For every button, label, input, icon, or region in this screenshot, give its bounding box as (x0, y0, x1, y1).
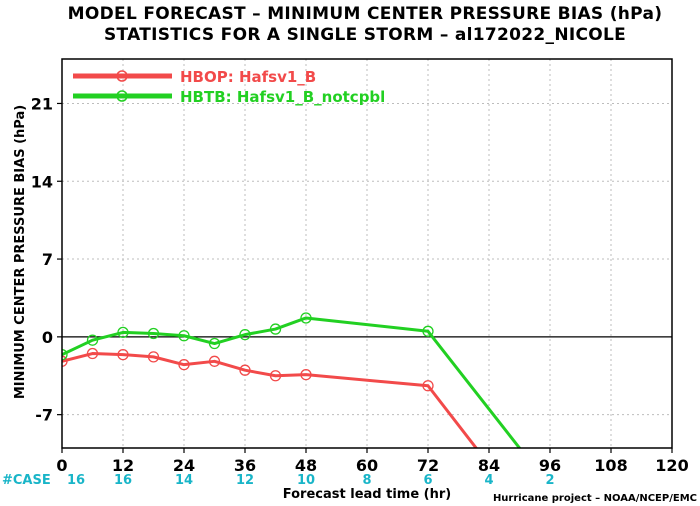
y-tick-label: -7 (35, 406, 53, 425)
x-tick-label: 36 (234, 456, 256, 475)
series-line (62, 316, 522, 448)
chart-subtitle: STATISTICS FOR A SINGLE STORM – al172022… (104, 25, 626, 45)
data-point (62, 355, 68, 367)
data-point (422, 380, 434, 392)
x-tick-label: 96 (539, 456, 561, 475)
x-tick-labels: 0 12 24 36 48 60 72 84 96 108 120 (56, 448, 689, 475)
x-tick-label: 12 (112, 456, 134, 475)
y-tick-label: 0 (42, 328, 53, 347)
x-tick-label: 0 (56, 456, 67, 475)
data-point (239, 328, 251, 341)
y-tick-label: 14 (31, 172, 53, 191)
data-point (269, 370, 282, 382)
case-count: 10 (297, 473, 315, 488)
y-tick-labels: -7 0 7 14 21 (31, 94, 62, 425)
series-line (62, 352, 479, 448)
data-point (178, 330, 190, 342)
y-tick-label: 21 (31, 94, 53, 113)
case-count: 16 (67, 473, 85, 488)
series-group (62, 312, 522, 448)
data-point (117, 348, 129, 361)
case-counts: 16 16 14 12 10 8 6 4 2 (67, 473, 555, 488)
data-point (147, 351, 160, 363)
data-point (86, 347, 99, 360)
case-count: 6 (423, 473, 432, 488)
x-tick-label: 24 (173, 456, 195, 475)
x-tick-label: 84 (478, 456, 500, 475)
case-count: 14 (175, 473, 193, 488)
data-point (239, 364, 251, 376)
data-point (300, 368, 312, 381)
legend-marker (116, 70, 128, 82)
data-point (208, 355, 221, 367)
data-point (269, 323, 282, 335)
case-count: 4 (484, 473, 493, 488)
data-point (117, 326, 129, 339)
series-2 (62, 312, 522, 448)
data-point (422, 325, 434, 337)
data-point (300, 312, 312, 324)
legend-item-1: HBOP: Hafsv1_B (73, 68, 316, 86)
legend-marker (116, 90, 128, 102)
case-count: 12 (236, 473, 254, 488)
x-tick-label: 60 (356, 456, 378, 475)
data-point (62, 348, 68, 361)
data-point (147, 327, 160, 340)
case-count: 2 (545, 473, 554, 488)
chart-title: MODEL FORECAST – MINIMUM CENTER PRESSURE… (68, 4, 663, 24)
data-point (178, 358, 190, 371)
data-point (86, 334, 99, 346)
x-tick-label: 48 (295, 456, 317, 475)
x-tick-label: 120 (655, 456, 688, 475)
case-count: 16 (114, 473, 132, 488)
x-tick-label: 108 (594, 456, 627, 475)
x-axis-label: Forecast lead time (hr) (283, 487, 451, 502)
legend-label: HBOP: Hafsv1_B (180, 68, 316, 86)
legend-item-2: HBTB: Hafsv1_B_notcpbl (73, 88, 385, 106)
data-point (208, 337, 221, 350)
case-label: #CASE (2, 473, 51, 488)
grid-lines (62, 59, 672, 448)
y-axis-label: MINIMUM CENTER PRESSURE BIAS (hPa) (13, 105, 28, 399)
legend: HBOP: Hafsv1_B HBTB: Hafsv1_B_notcpbl (73, 68, 385, 106)
credit-text: Hurricane project – NOAA/NCEP/EMC (493, 493, 697, 504)
x-tick-label: 72 (417, 456, 439, 475)
legend-label: HBTB: Hafsv1_B_notcpbl (180, 88, 385, 106)
case-count: 8 (362, 473, 371, 488)
series-1 (62, 347, 479, 448)
y-tick-label: 7 (42, 250, 53, 269)
